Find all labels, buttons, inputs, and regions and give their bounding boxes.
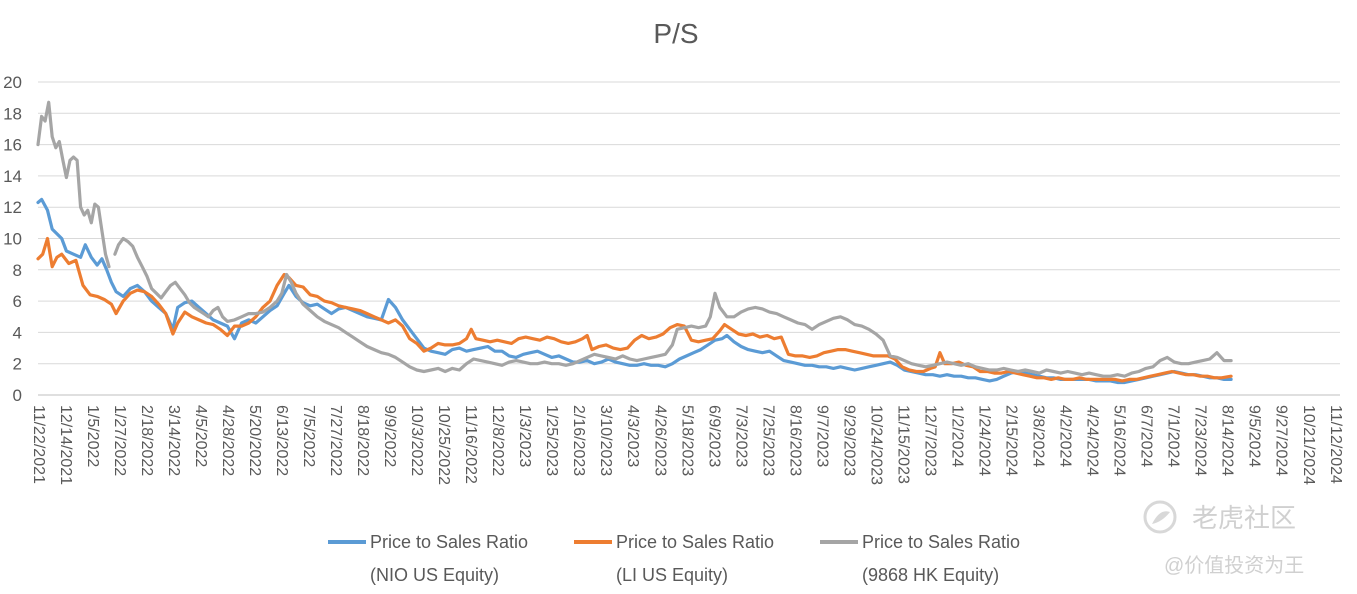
y-axis: 0 2 4 6 8 10 12 14 16 18 20 (3, 73, 22, 405)
x-tick-label: 9/7/2023 (813, 405, 830, 467)
x-tick-label: 7/27/2022 (327, 405, 344, 476)
x-tick-label: 9/9/2022 (381, 405, 398, 467)
x-tick-label: 8/16/2023 (786, 405, 803, 476)
x-tick-label: 1/3/2023 (516, 405, 533, 467)
series-line-1 (36, 197, 1233, 385)
x-tick-label: 4/3/2023 (624, 405, 641, 467)
x-tick-label: 7/23/2024 (1192, 405, 1209, 476)
x-tick-label: 9/5/2024 (1246, 405, 1263, 467)
x-tick-label: 10/3/2022 (408, 405, 425, 476)
x-tick-label: 10/21/2024 (1300, 405, 1317, 485)
x-tick-label: 2/18/2022 (138, 405, 155, 476)
legend-sublabel: (9868 HK Equity) (862, 565, 999, 585)
y-tick-label: 10 (3, 230, 22, 249)
x-tick-label: 1/24/2024 (975, 405, 992, 476)
x-tick-label: 9/29/2023 (840, 405, 857, 476)
x-tick-label: 1/27/2022 (111, 405, 128, 476)
x-tick-label: 8/18/2022 (354, 405, 371, 476)
legend-label: Price to Sales Ratio (862, 532, 1020, 552)
legend-label: Price to Sales Ratio (370, 532, 528, 552)
y-tick-label: 4 (13, 323, 22, 342)
y-tick-label: 12 (3, 198, 22, 217)
x-tick-label: 6/9/2023 (705, 405, 722, 467)
x-tick-label: 5/20/2022 (246, 405, 263, 476)
x-tick-label: 11/16/2022 (462, 405, 479, 484)
x-tick-label: 4/26/2023 (651, 405, 668, 476)
y-tick-label: 16 (3, 136, 22, 155)
x-tick-label: 6/13/2022 (273, 405, 290, 476)
x-tick-label: 4/5/2022 (192, 405, 209, 467)
x-tick-label: 11/12/2024 (1327, 405, 1344, 484)
x-tick-label: 11/22/2021 (30, 405, 47, 484)
y-tick-label: 2 (13, 355, 22, 374)
x-tick-label: 10/25/2022 (435, 405, 452, 485)
legend-sublabel: (NIO US Equity) (370, 565, 499, 585)
chart-title: P/S (653, 18, 698, 49)
watermark: 老虎社区 @价值投资为王 (1143, 500, 1304, 577)
y-tick-label: 18 (3, 104, 22, 123)
x-tick-label: 9/27/2024 (1273, 405, 1290, 476)
x-tick-label: 3/10/2023 (597, 405, 614, 476)
x-tick-label: 4/24/2024 (1084, 405, 1101, 476)
x-tick-label: 1/5/2022 (84, 405, 101, 467)
x-tick-label: 2/16/2023 (570, 405, 587, 476)
x-tick-label: 7/5/2022 (300, 405, 317, 467)
y-tick-label: 20 (3, 73, 22, 92)
x-axis: 11/22/2021 12/14/2021 1/5/2022 1/27/2022 2/1… (30, 405, 1344, 485)
x-tick-label: 11/15/2023 (894, 405, 911, 484)
series-group (36, 100, 1233, 385)
x-tick-label: 4/2/2024 (1057, 405, 1074, 467)
series-line-2 (36, 236, 1233, 383)
watermark-handle: @价值投资为王 (1164, 554, 1304, 577)
tiger-logo-icon (1143, 500, 1177, 534)
y-tick-label: 8 (13, 261, 22, 280)
x-tick-label: 8/14/2024 (1219, 405, 1236, 476)
x-tick-label: 12/7/2023 (921, 405, 938, 476)
watermark-brand: 老虎社区 (1192, 503, 1296, 533)
x-tick-label: 5/16/2024 (1111, 405, 1128, 476)
legend-label: Price to Sales Ratio (616, 532, 774, 552)
x-tick-label: 5/18/2023 (678, 405, 695, 476)
y-tick-label: 14 (3, 167, 22, 186)
x-tick-label: 1/25/2023 (543, 405, 560, 476)
x-tick-label: 1/2/2024 (948, 405, 965, 467)
y-tick-label: 6 (13, 292, 22, 311)
legend-sublabel: (LI US Equity) (616, 565, 728, 585)
y-tick-label: 0 (13, 386, 22, 405)
gridlines (38, 81, 1340, 396)
x-tick-label: 7/1/2024 (1165, 405, 1182, 467)
x-tick-label: 3/14/2022 (165, 405, 182, 476)
series-line-3 (36, 100, 1233, 378)
x-tick-label: 12/14/2021 (57, 405, 74, 485)
x-tick-label: 7/3/2023 (732, 405, 749, 467)
legend: Price to Sales Ratio (NIO US Equity) Price… (328, 532, 1020, 585)
x-tick-label: 7/25/2023 (759, 405, 776, 476)
x-tick-label: 6/7/2024 (1138, 405, 1155, 467)
x-tick-label: 2/15/2024 (1003, 405, 1020, 476)
x-tick-label: 12/8/2022 (489, 405, 506, 476)
x-tick-label: 10/24/2023 (867, 405, 884, 485)
x-tick-label: 4/28/2022 (219, 405, 236, 476)
x-tick-label: 3/8/2024 (1030, 405, 1047, 467)
